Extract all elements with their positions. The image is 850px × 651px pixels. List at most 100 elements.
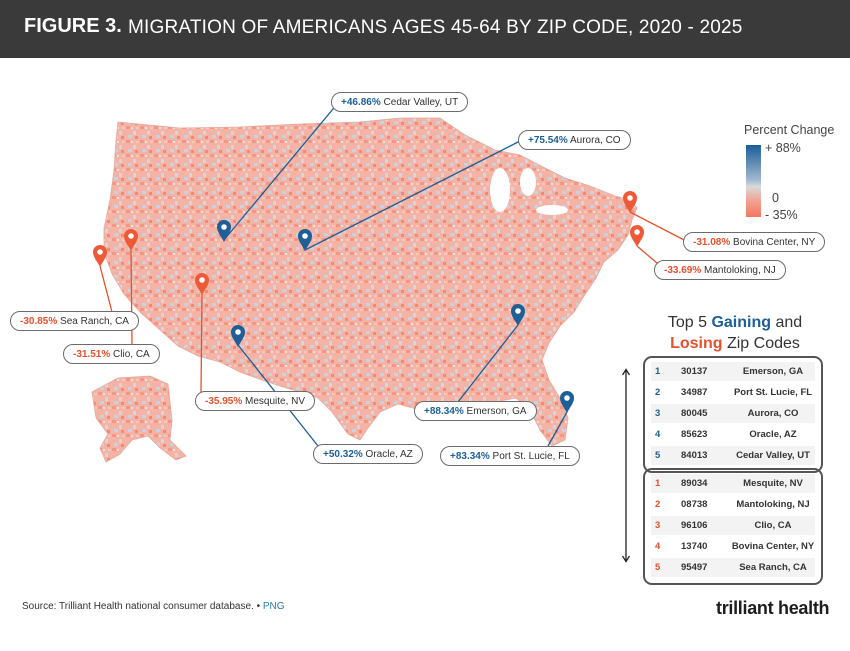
callout-pct: -33.69% [664,265,702,276]
rank-cell: 5 [655,450,661,461]
callout-place: Clio, CA [113,349,150,360]
table-row: 5 84013 Cedar Valley, UT [651,446,815,465]
city-cell: Mesquite, NV [743,478,803,489]
rank-cell: 1 [655,478,661,489]
zip-cell: 85623 [681,429,708,440]
callout-place: Sea Ranch, CA [60,316,129,327]
pin-port-st-lucie-icon [560,391,574,413]
callout-pct: +50.32% [323,449,363,460]
table-row: 3 96106 Clio, CA [651,516,815,535]
callout-place: Aurora, CO [570,135,621,146]
pin-oracle-icon [231,325,245,347]
top5-title-suffix: Zip Codes [722,335,800,352]
top5-title-losing: Losing [670,335,723,352]
city-cell: Clio, CA [754,520,792,531]
callout-emerson: +88.34% Emerson, GA [414,401,537,421]
callout-pct: +83.34% [450,451,490,462]
table-row: 2 34987 Port St. Lucie, FL [651,383,815,402]
callout-pct: -31.51% [73,349,111,360]
pin-aurora-icon [298,229,312,251]
rank-cell: 3 [655,520,661,531]
trilliant-health-logo: trilliant health [716,598,830,619]
table-row: 4 13740 Bovina Center, NY [651,537,815,556]
rank-cell: 3 [655,408,661,419]
zip-cell: 30137 [681,366,708,377]
callout-place: Mantoloking, NJ [704,265,776,276]
rank-cell: 2 [655,499,661,510]
logo-text: trilliant health [716,598,830,618]
table-row: 3 80045 Aurora, CO [651,404,815,423]
city-cell: Port St. Lucie, FL [733,387,813,398]
zip-cell: 84013 [681,450,708,461]
pin-cedar-valley-icon [216,219,231,242]
callout-place: Bovina Center, NY [733,237,816,248]
table-row: 2 08738 Mantoloking, NJ [651,495,815,514]
zip-cell: 80045 [681,408,708,419]
top5-title-gaining: Gaining [711,314,771,331]
zip-cell: 08738 [681,499,708,510]
callout-cedar-valley: +46.86% Cedar Valley, UT [331,92,469,112]
rank-cell: 5 [655,562,661,573]
callout-aurora: +75.54% Aurora, CO [518,130,631,150]
callout-sea-ranch: -30.85% Sea Ranch, CA [10,311,139,331]
map-pins [93,191,644,413]
pin-bovina-center-icon [623,191,637,213]
gaining-zip-table: 1 30137 Emerson, GA 2 34987 Port St. Lucie, … [643,356,823,473]
figure-title: MIGRATION OF AMERICANS AGES 45-64 BY ZIP… [128,17,743,38]
figure-label: FIGURE 3. [24,15,122,37]
table-row: 1 89034 Mesquite, NV [651,474,815,493]
top5-title: Top 5 Gaining and Losing Zip Codes [640,312,830,354]
callout-bovina-center: -31.08% Bovina Center, NY [683,232,826,252]
table-row: 4 85623 Oracle, AZ [651,425,815,444]
callout-place: Cedar Valley, UT [383,97,459,108]
callout-clio: -31.51% Clio, CA [63,344,160,364]
callout-mantoloking: -33.69% Mantoloking, NJ [654,260,786,280]
city-cell: Sea Ranch, CA [739,562,807,573]
zip-cell: 34987 [681,387,708,398]
callout-place: Mesquite, NV [245,396,306,407]
us-map [91,102,689,463]
callout-pct: +46.86% [341,97,381,108]
city-cell: Emerson, GA [742,366,804,377]
callout-pct: +88.34% [424,406,464,417]
table-row: 5 95497 Sea Ranch, CA [651,558,815,577]
callout-place: Emerson, GA [466,406,527,417]
source-note: Source: Trilliant Health national consum… [22,601,285,612]
callout-place: Port St. Lucie, FL [492,451,570,462]
top5-title-prefix: Top 5 [667,314,712,331]
zip-cell: 95497 [681,562,708,573]
up-down-arrow-icon [622,368,630,563]
zip-cell: 96106 [681,520,708,531]
legend-color-scale [746,145,761,217]
callout-pct: -35.95% [205,396,243,407]
city-cell: Cedar Valley, UT [736,450,810,461]
city-cell: Mantoloking, NJ [736,499,810,510]
callout-leader-lines [99,102,689,447]
legend-mid-label: 0 [772,191,779,205]
callout-pct: -31.08% [693,237,731,248]
legend-min-label: - 35% [765,208,798,222]
rank-cell: 1 [655,366,661,377]
rank-cell: 2 [655,387,661,398]
pin-mantoloking-icon [630,225,644,247]
lake-erie [536,205,568,215]
pin-clio-icon [124,229,138,251]
great-lakes [490,168,510,212]
legend-title: Percent Change [744,123,835,137]
city-cell: Bovina Center, NY [731,541,815,552]
top5-title-and: and [771,314,803,331]
callout-oracle: +50.32% Oracle, AZ [313,444,423,464]
rank-cell: 4 [655,429,661,440]
rank-cell: 4 [655,541,661,552]
alaska-shape [91,375,187,463]
pin-sea-ranch-icon [93,245,107,267]
png-link[interactable]: PNG [262,601,285,612]
zip-cell: 13740 [681,541,708,552]
callout-pct: -30.85% [20,316,58,327]
city-cell: Oracle, AZ [749,429,797,440]
legend-max-label: + 88% [765,141,801,155]
contiguous-us-shape [103,117,638,447]
callout-port-st-lucie: +83.34% Port St. Lucie, FL [440,446,580,466]
city-cell: Aurora, CO [747,408,799,419]
callout-mesquite: -35.95% Mesquite, NV [195,391,316,411]
